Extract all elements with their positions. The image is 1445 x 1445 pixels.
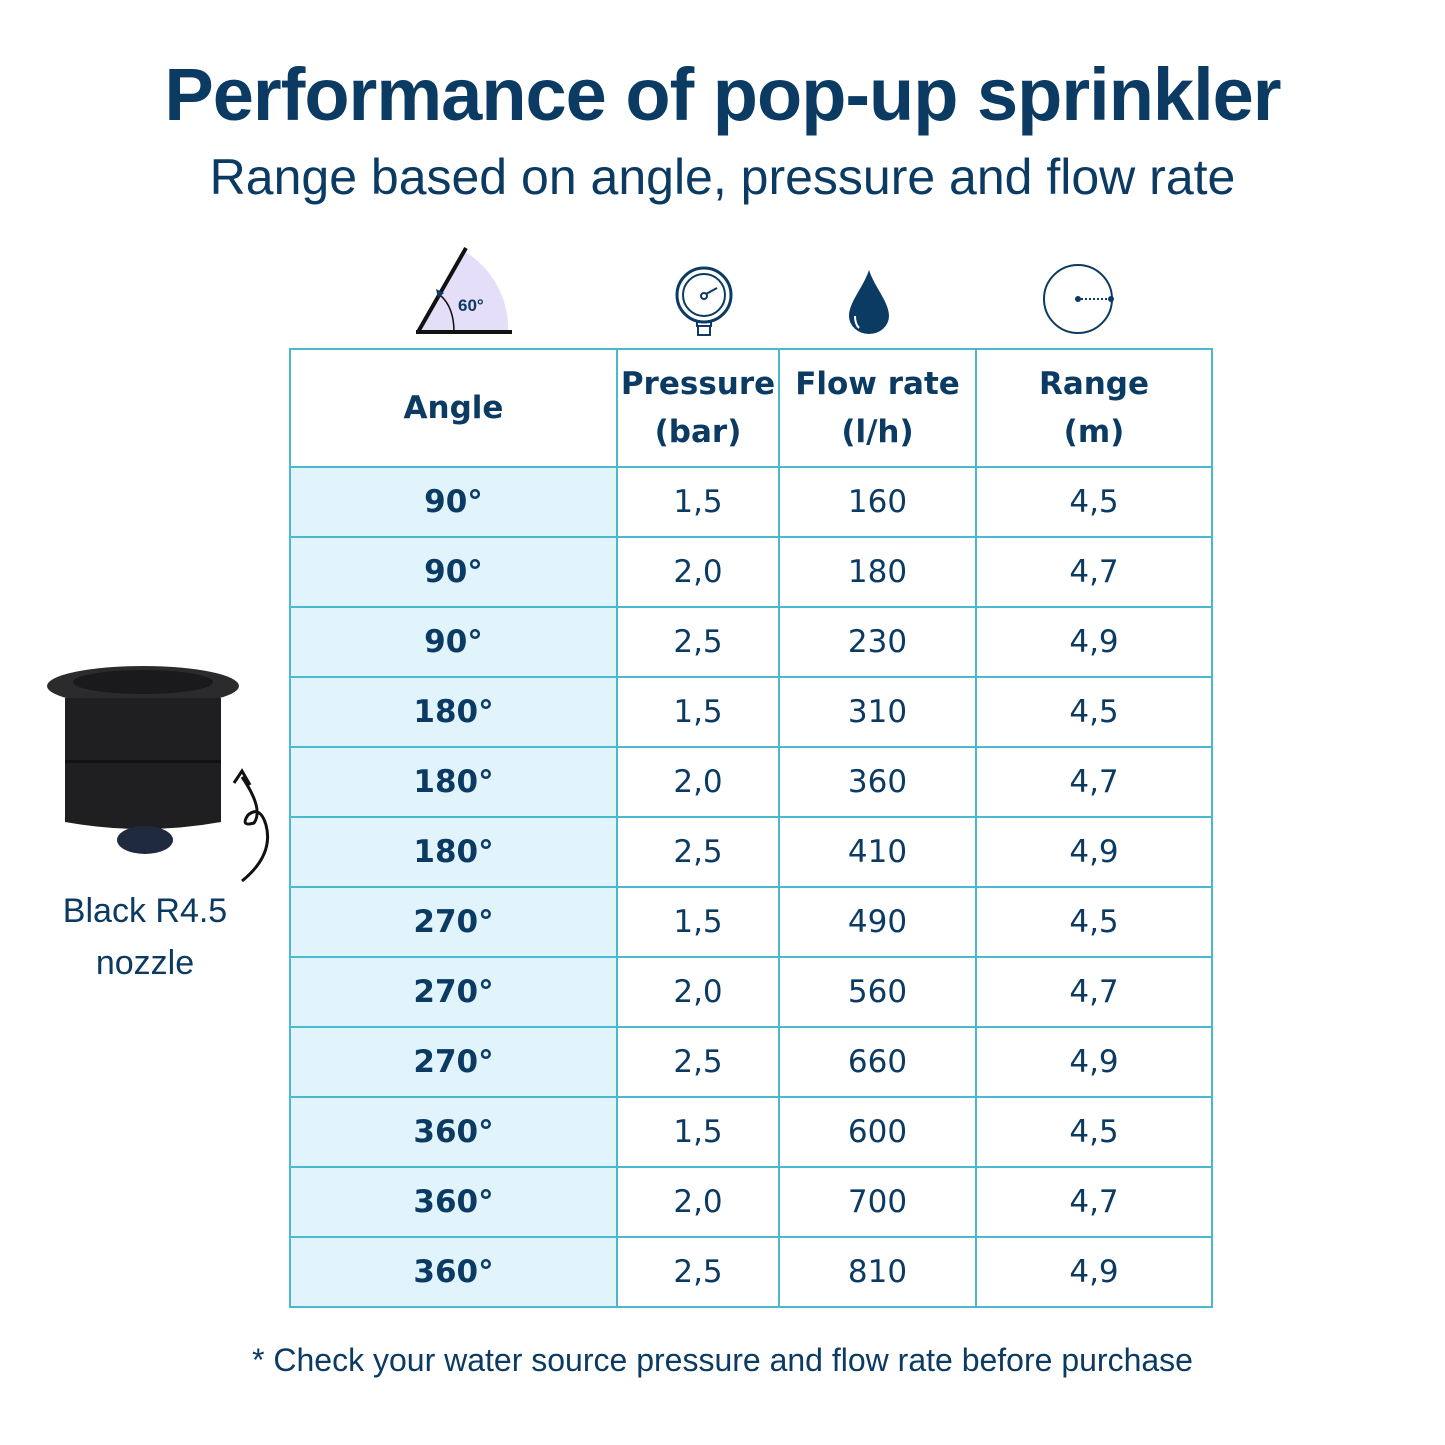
table-header-row: Angle Pressure (bar) Flow rate (l/h) Range… [289,348,1213,468]
cell-flow-rate: 410 [778,816,977,888]
cell-range: 4,7 [975,1166,1213,1238]
table-row: 360° 2,0 700 4,7 [289,1166,1213,1238]
cell-flow-rate: 660 [778,1026,977,1098]
cell-flow-rate: 160 [778,466,977,538]
header-range: Range (m) [975,348,1213,468]
cell-pressure: 1,5 [616,466,780,538]
nozzle-label: Black R4.5 nozzle [62,892,228,982]
cell-pressure: 2,5 [616,606,780,678]
table-row: 270° 2,0 560 4,7 [289,956,1213,1028]
cell-flow-rate: 360 [778,746,977,818]
cell-pressure: 1,5 [616,886,780,958]
cell-pressure: 2,0 [616,956,780,1028]
cell-flow-rate: 230 [778,606,977,678]
cell-angle: 270° [289,1026,618,1098]
cell-range: 4,5 [975,676,1213,748]
cell-angle: 360° [289,1166,618,1238]
cell-range: 4,7 [975,536,1213,608]
cell-range: 4,7 [975,746,1213,818]
cell-range: 4,9 [975,606,1213,678]
cell-angle: 90° [289,606,618,678]
cell-angle: 90° [289,466,618,538]
cell-pressure: 2,5 [616,1026,780,1098]
nozzle-image [47,666,239,854]
table-row: 360° 2,5 810 4,9 [289,1236,1213,1308]
cell-flow-rate: 180 [778,536,977,608]
cell-flow-rate: 310 [778,676,977,748]
table-row: 180° 2,0 360 4,7 [289,746,1213,818]
cell-range: 4,9 [975,816,1213,888]
page-title: Performance of pop-up sprinkler [164,53,1281,136]
cell-range: 4,7 [975,956,1213,1028]
cell-range: 4,9 [975,1026,1213,1098]
cell-range: 4,9 [975,1236,1213,1308]
table-row: 270° 1,5 490 4,5 [289,886,1213,958]
cell-pressure: 2,5 [616,816,780,888]
header-pressure: Pressure (bar) [616,348,780,468]
cell-pressure: 1,5 [616,1096,780,1168]
cell-angle: 270° [289,956,618,1028]
cell-flow-rate: 600 [778,1096,977,1168]
cell-angle: 180° [289,746,618,818]
table-row: 90° 2,0 180 4,7 [289,536,1213,608]
angle-icon-label: 60° [458,296,484,315]
cell-pressure: 2,0 [616,536,780,608]
cell-pressure: 2,0 [616,746,780,818]
table-row: 90° 1,5 160 4,5 [289,466,1213,538]
performance-table: Angle Pressure (bar) Flow rate (l/h) Range… [289,348,1213,1308]
table-row: 180° 1,5 310 4,5 [289,676,1213,748]
cell-angle: 360° [289,1236,618,1308]
header-flow-rate: Flow rate (l/h) [778,348,977,468]
cell-angle: 360° [289,1096,618,1168]
cell-angle: 180° [289,676,618,748]
water-drop-icon [849,270,889,334]
table-row: 180° 2,5 410 4,9 [289,816,1213,888]
table-row: 90° 2,5 230 4,9 [289,606,1213,678]
header-angle: Angle [289,348,618,468]
cell-flow-rate: 810 [778,1236,977,1308]
cell-angle: 90° [289,536,618,608]
cell-range: 4,5 [975,1096,1213,1168]
curved-arrow-icon [232,768,270,883]
cell-flow-rate: 700 [778,1166,977,1238]
cell-flow-rate: 490 [778,886,977,958]
cell-angle: 180° [289,816,618,888]
cell-range: 4,5 [975,886,1213,958]
cell-pressure: 1,5 [616,676,780,748]
cell-range: 4,5 [975,466,1213,538]
page-subtitle: Range based on angle, pressure and flow … [209,149,1236,205]
table-row: 360° 1,5 600 4,5 [289,1096,1213,1168]
table-row: 270° 2,5 660 4,9 [289,1026,1213,1098]
cell-pressure: 2,0 [616,1166,780,1238]
footnote: * Check your water source pressure and f… [252,1342,1193,1378]
circle-radius-icon [1043,264,1114,334]
angle-icon: 60° [416,247,512,334]
pressure-gauge-icon [675,266,733,336]
cell-pressure: 2,5 [616,1236,780,1308]
cell-angle: 270° [289,886,618,958]
cell-flow-rate: 560 [778,956,977,1028]
